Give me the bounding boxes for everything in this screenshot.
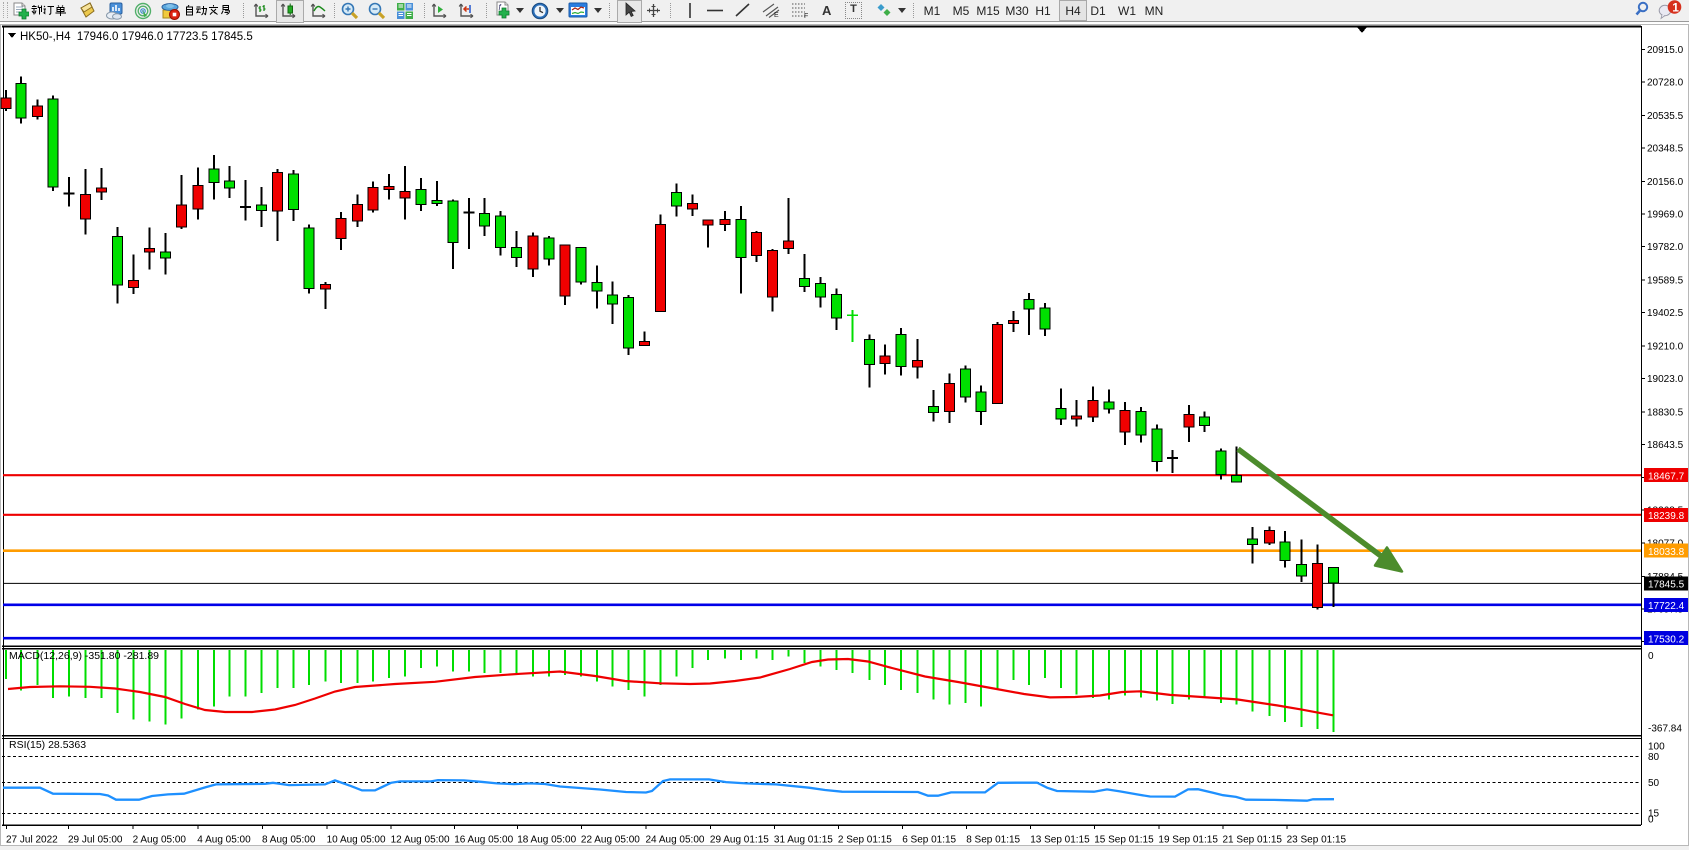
svg-text:23 Sep 01:15: 23 Sep 01:15 [1287, 835, 1347, 846]
svg-text:HK50-,H4 17946.0 17946.0 1772: HK50-,H4 17946.0 17946.0 17723.5 17845.5 [20, 31, 253, 43]
svg-text:13 Sep 01:15: 13 Sep 01:15 [1030, 835, 1090, 846]
svg-text:4 Aug 05:00: 4 Aug 05:00 [197, 835, 251, 846]
svg-text:19969.0: 19969.0 [1647, 210, 1684, 221]
svg-text:21 Sep 01:15: 21 Sep 01:15 [1223, 835, 1283, 846]
svg-text:E: E [774, 12, 779, 19]
svg-text:19210.0: 19210.0 [1647, 342, 1684, 353]
svg-text:19589.5: 19589.5 [1647, 276, 1684, 287]
svg-text:29 Jul 05:00: 29 Jul 05:00 [68, 835, 123, 846]
svg-text:29 Aug 01:15: 29 Aug 01:15 [710, 835, 769, 846]
svg-text:F: F [804, 13, 808, 19]
svg-text:8 Sep 01:15: 8 Sep 01:15 [966, 835, 1020, 846]
svg-text:17530.2: 17530.2 [1648, 634, 1685, 645]
svg-text:18239.8: 18239.8 [1648, 511, 1685, 522]
svg-text:17845.5: 17845.5 [1648, 580, 1685, 591]
svg-text:-367.84: -367.84 [1648, 724, 1682, 735]
svg-text:RSI(15) 28.5363: RSI(15) 28.5363 [9, 739, 86, 751]
svg-text:15: 15 [1648, 808, 1660, 819]
svg-text:2 Aug 05:00: 2 Aug 05:00 [133, 835, 187, 846]
svg-text:1: 1 [1672, 0, 1679, 14]
svg-text:15 Sep 01:15: 15 Sep 01:15 [1094, 835, 1154, 846]
svg-text:f: f [499, 3, 502, 12]
svg-text:0: 0 [1648, 814, 1654, 825]
svg-text:19023.0: 19023.0 [1647, 374, 1684, 385]
svg-text:27 Jul 2022: 27 Jul 2022 [6, 835, 58, 846]
svg-text:16 Aug 05:00: 16 Aug 05:00 [454, 835, 513, 846]
svg-text:6 Sep 01:15: 6 Sep 01:15 [902, 835, 956, 846]
svg-text:20156.0: 20156.0 [1647, 177, 1684, 188]
svg-text:20728.0: 20728.0 [1647, 78, 1684, 89]
svg-text:18467.7: 18467.7 [1648, 471, 1685, 482]
svg-text:2 Sep 01:15: 2 Sep 01:15 [838, 835, 892, 846]
svg-text:19402.5: 19402.5 [1647, 308, 1684, 319]
svg-text:18 Aug 05:00: 18 Aug 05:00 [517, 835, 576, 846]
svg-text:17722.4: 17722.4 [1648, 601, 1685, 612]
svg-text:24 Aug 05:00: 24 Aug 05:00 [646, 835, 705, 846]
svg-text:22 Aug 05:00: 22 Aug 05:00 [581, 835, 640, 846]
svg-text:20535.5: 20535.5 [1647, 111, 1684, 122]
svg-text:MACD(12,26,9) -351.80 -281.89: MACD(12,26,9) -351.80 -281.89 [9, 650, 159, 662]
svg-text:100: 100 [1648, 741, 1665, 752]
svg-text:20915.0: 20915.0 [1647, 45, 1684, 56]
svg-text:18033.8: 18033.8 [1648, 547, 1685, 558]
svg-text:31 Aug 01:15: 31 Aug 01:15 [774, 835, 833, 846]
svg-text:8 Aug 05:00: 8 Aug 05:00 [262, 835, 316, 846]
svg-text:12 Aug 05:00: 12 Aug 05:00 [391, 835, 450, 846]
svg-text:50: 50 [1648, 778, 1660, 789]
svg-text:0: 0 [1648, 651, 1654, 662]
svg-text:20348.5: 20348.5 [1647, 144, 1684, 155]
svg-text:18830.5: 18830.5 [1647, 408, 1684, 419]
svg-text:19 Sep 01:15: 19 Sep 01:15 [1158, 835, 1218, 846]
svg-text:19782.0: 19782.0 [1647, 242, 1684, 253]
svg-text:10 Aug 05:00: 10 Aug 05:00 [327, 835, 386, 846]
svg-text:80: 80 [1648, 752, 1660, 763]
svg-text:18643.5: 18643.5 [1647, 440, 1684, 451]
